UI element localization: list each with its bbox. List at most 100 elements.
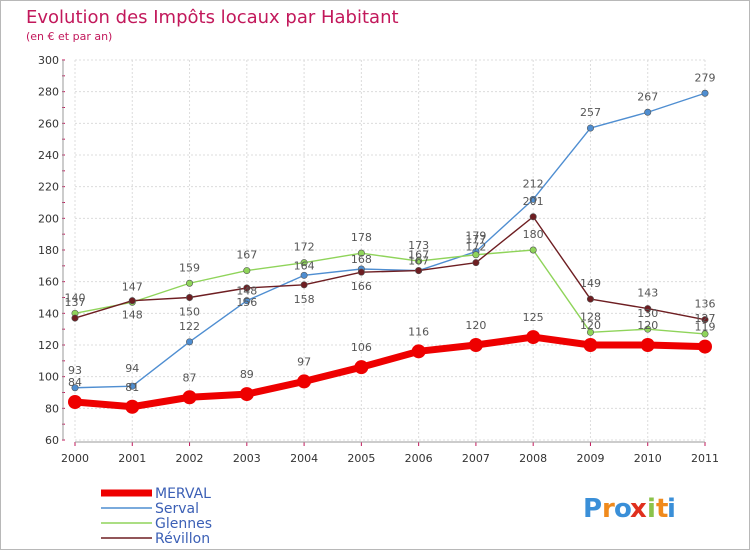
x-tick-label: 2006 [405, 452, 433, 465]
data-point [128, 297, 136, 305]
data-point [472, 251, 480, 259]
x-tick-label: 2001 [118, 452, 146, 465]
data-point [701, 330, 709, 338]
y-tick-label: 200 [38, 212, 59, 225]
data-label: 116 [408, 325, 429, 338]
series-line-glennes [74, 249, 706, 335]
data-label: 167 [408, 249, 429, 262]
x-tick-label: 2004 [290, 452, 318, 465]
data-label: 267 [637, 90, 658, 103]
data-point [586, 124, 594, 132]
data-label: 130 [637, 307, 658, 320]
data-point [586, 295, 594, 303]
data-point [701, 89, 709, 97]
logo-letter: i [667, 494, 676, 524]
data-label: 120 [465, 319, 486, 332]
data-label: 148 [236, 285, 257, 298]
data-point [644, 325, 652, 333]
data-point [186, 279, 194, 287]
data-label: 257 [580, 106, 601, 119]
data-label: 87 [183, 371, 197, 384]
y-tick-label: 160 [38, 276, 59, 289]
data-label: 201 [523, 195, 544, 208]
data-label: 136 [695, 298, 716, 311]
data-point [68, 395, 82, 409]
chart-title: Evolution des Impôts locaux par Habitant [26, 7, 399, 28]
data-label: 148 [122, 309, 143, 322]
data-point [529, 213, 537, 221]
data-point [239, 387, 254, 402]
logo-letter: x [630, 494, 647, 524]
data-label: 81 [125, 381, 139, 394]
logo-letter: i [647, 494, 656, 524]
data-point [300, 259, 308, 267]
y-tick-label: 180 [38, 244, 59, 257]
x-tick-label: 2008 [519, 452, 547, 465]
data-point [583, 338, 598, 352]
data-point [125, 399, 140, 414]
data-point [357, 268, 365, 276]
logo-letter: o [614, 494, 632, 524]
data-point [529, 246, 537, 254]
data-point [472, 259, 480, 267]
data-point [411, 344, 426, 359]
y-tick-label: 100 [38, 371, 59, 384]
data-point [128, 382, 136, 390]
y-tick-label: 260 [38, 117, 59, 130]
data-label: 89 [240, 368, 254, 381]
data-label: 143 [637, 287, 658, 300]
legend-label: MERVAL [155, 486, 211, 502]
y-tick-label: 280 [38, 86, 59, 99]
data-label: 168 [351, 253, 372, 266]
logo-letter: r [602, 494, 615, 524]
x-tick-label: 2002 [176, 452, 204, 465]
data-point [640, 338, 655, 352]
data-label: 172 [465, 241, 486, 254]
data-label: 149 [580, 277, 601, 290]
data-label: 137 [65, 296, 86, 309]
data-point [300, 281, 308, 289]
data-point [415, 257, 423, 265]
data-label: 122 [179, 320, 200, 333]
data-label: 156 [236, 296, 257, 309]
legend-label: Serval [155, 501, 199, 517]
data-point [644, 108, 652, 116]
data-point [243, 297, 251, 305]
data-point [468, 338, 483, 352]
x-tick-label: 2003 [233, 452, 261, 465]
x-tick-label: 2007 [462, 452, 490, 465]
data-label: 164 [294, 259, 315, 272]
series-line-merval [71, 333, 709, 411]
data-label: 158 [294, 293, 315, 306]
data-point [415, 267, 423, 275]
data-label: 179 [465, 230, 486, 243]
y-tick-label: 220 [38, 181, 59, 194]
data-label: 93 [68, 364, 82, 377]
data-label: 106 [351, 341, 372, 354]
data-label: 279 [695, 71, 716, 84]
data-label: 212 [523, 177, 544, 190]
legend-label: Révillon [155, 531, 210, 547]
y-tick-label: 300 [38, 54, 59, 67]
data-point [526, 330, 541, 345]
y-tick-label: 80 [45, 402, 59, 415]
series-layer [68, 89, 712, 414]
data-point [243, 267, 251, 275]
data-point [182, 390, 197, 405]
logo-letter: P [583, 494, 602, 524]
data-point [529, 195, 537, 203]
data-point [243, 284, 251, 292]
data-label: 159 [179, 261, 200, 274]
series-line-rvillon [74, 216, 706, 321]
label-layer: 93 94 122 148 164 168 167 179 212 257 267 279 140 147… [65, 71, 716, 394]
x-tick-label: 2010 [634, 452, 662, 465]
data-label: 125 [523, 311, 544, 324]
data-point [297, 374, 312, 389]
data-label: 172 [294, 241, 315, 254]
grid-layer [74, 59, 706, 441]
data-point [186, 338, 194, 346]
data-point [644, 305, 652, 313]
